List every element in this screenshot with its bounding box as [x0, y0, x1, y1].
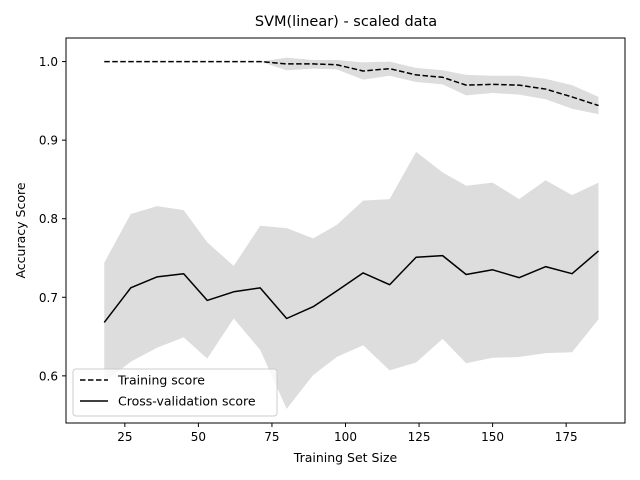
x-tick-label: 100: [334, 430, 357, 444]
legend: Training score Cross-validation score: [72, 368, 278, 417]
y-tick-label: 0.7: [39, 291, 58, 305]
y-tick-label: 0.6: [39, 369, 58, 383]
x-tick-label: 75: [264, 430, 279, 444]
cross-validation-score-line: [103, 250, 600, 323]
y-tick-label: 0.9: [39, 134, 58, 148]
x-tick-label: 125: [408, 430, 431, 444]
plot-area-frame: [65, 37, 626, 424]
x-tick-label: 150: [481, 430, 504, 444]
legend-label-cross-validation: Cross-validation score: [118, 394, 256, 409]
chart-title: SVM(linear) - scaled data: [255, 14, 437, 30]
confidence-bands: [104, 57, 599, 409]
x-axis-label: Training Set Size: [293, 450, 398, 465]
legend-box: [72, 368, 278, 417]
x-tick-label: 25: [117, 430, 132, 444]
x-tick-label: 50: [191, 430, 206, 444]
series-lines: [103, 60, 600, 323]
y-tick-label: 0.8: [39, 212, 58, 226]
training-score-band: [104, 57, 599, 115]
y-axis-label: Accuracy Score: [13, 182, 28, 278]
x-tick-label: 175: [555, 430, 578, 444]
y-axis-ticks: 0.6 0.7 0.8 0.9 1.0: [39, 55, 66, 383]
training-score-line: [104, 60, 599, 107]
x-axis-ticks: 25 50 75 100 125 150 175: [117, 423, 578, 444]
y-tick-label: 1.0: [39, 55, 58, 69]
legend-label-training: Training score: [117, 373, 205, 388]
